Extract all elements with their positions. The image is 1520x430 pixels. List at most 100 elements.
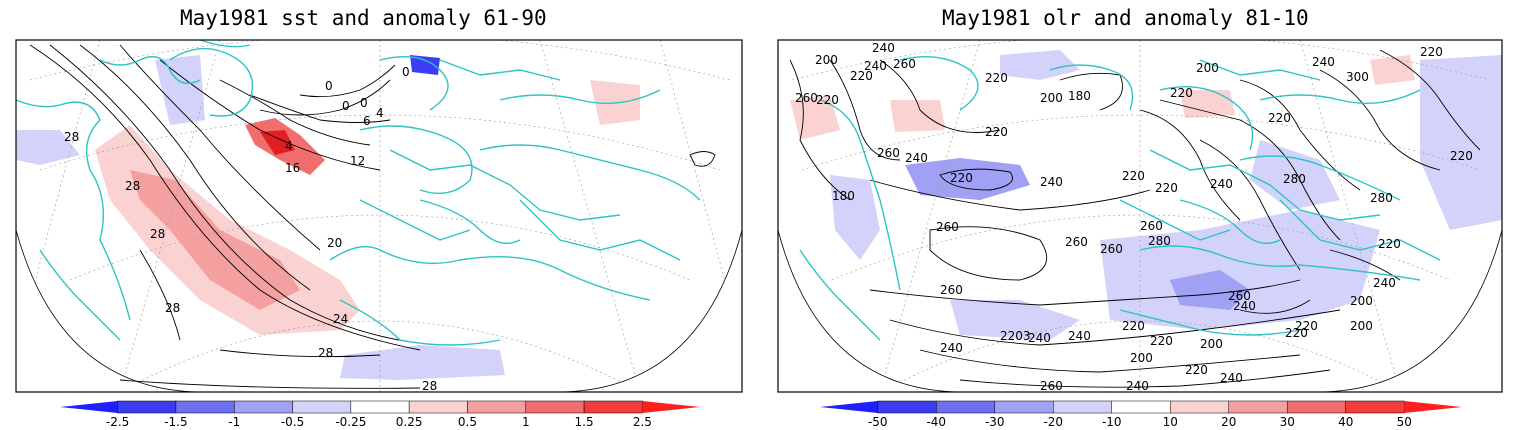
sst-cool-anomaly-nord (410, 55, 440, 75)
contour-label: 260 (1140, 219, 1163, 233)
contour-label: 220 (1450, 149, 1473, 163)
colorbar-tick-label: 1 (522, 415, 530, 429)
left-map-frame (15, 39, 743, 393)
colorbar-tick-label: 2.5 (633, 415, 652, 429)
sst-contour-labels: 0 0 0 0 4 6 4 12 16 20 28 28 28 28 24 28… (64, 65, 437, 393)
contour-label: 240 (1068, 329, 1091, 343)
contour-label: 28 (150, 227, 165, 241)
contour-label: 180 (1068, 89, 1091, 103)
contour-label: 200 (1196, 61, 1219, 75)
contour-label: 240 (940, 341, 963, 355)
contour-label: 220 (985, 125, 1008, 139)
contour-label: 240 (1040, 175, 1063, 189)
graticule (29, 40, 731, 392)
contour-label: 0 (402, 65, 410, 79)
contour-label: 4 (376, 106, 384, 120)
olr-negative-anomaly (905, 158, 1030, 200)
contour-label: 220 (1285, 326, 1308, 340)
left-panel-title: May1981 sst and anomaly 61-90 (180, 6, 547, 30)
contour-label: 260 (795, 91, 818, 105)
right-map-frame (777, 39, 1503, 393)
contour-label: 240 (1373, 276, 1396, 290)
olr-positive-anomaly (1370, 55, 1415, 85)
contour-label: 200 (1040, 91, 1063, 105)
contour-label: 240 (1220, 371, 1243, 385)
left-map: 0 0 0 0 4 6 4 12 16 20 28 28 28 28 24 28… (15, 39, 743, 393)
olr-contours (789, 49, 1481, 388)
contour-label: 220 (1420, 45, 1443, 59)
left-colorbar: -2.5 -1.5 -1 -0.5 -0.25 0.25 0.5 1 1.5 2.5 (60, 400, 700, 429)
colorbar-tick-label: -2.5 (106, 415, 129, 429)
contour-label: 220 (985, 71, 1008, 85)
contour-label: 200 (1350, 294, 1373, 308)
contour-label: 260 (936, 220, 959, 234)
colorbar-tick-label: 20 (1221, 415, 1236, 429)
contour-label: 220 (1378, 237, 1401, 251)
contour-label: 24 (333, 312, 348, 326)
colorbar-segment (117, 400, 177, 414)
contour-label: 260 (1100, 242, 1123, 256)
contour-label: 200 (1350, 319, 1373, 333)
colorbar-tick-label: 40 (1338, 415, 1353, 429)
contour-label: 220 (1155, 181, 1178, 195)
colorbar-segment (408, 400, 468, 414)
contour-label: 240 (1210, 177, 1233, 191)
contour-label: 0 (360, 96, 368, 110)
colorbar-arrow-high (642, 401, 700, 413)
contour-label: 240 (1028, 331, 1051, 345)
right-map: 240 260 200 220 240 220 260 220 180 200 … (777, 39, 1503, 393)
colorbar-segment (1286, 400, 1346, 414)
contour-label: 260 (877, 146, 900, 160)
colorbar-arrow-low (820, 401, 878, 413)
contour-label: 220 (1295, 319, 1318, 333)
coastlines (799, 55, 1441, 341)
colorbar-tick-label: -50 (868, 415, 888, 429)
sst-cool-anomaly-north (155, 55, 205, 125)
olr-negative-anomaly (1170, 270, 1250, 310)
contour-label: 260 (1228, 289, 1251, 303)
colorbar-tick-label: 30 (1280, 415, 1295, 429)
colorbar-tick-label: 0.25 (396, 415, 423, 429)
sst-hot-spot (260, 130, 295, 155)
colorbar-arrow-high (1404, 401, 1462, 413)
colorbar-tick-label: -1.5 (164, 415, 187, 429)
colorbar-segment (350, 400, 410, 414)
colorbar-segment (233, 400, 293, 414)
contour-label: 28 (318, 346, 333, 360)
contour-label: 240 (905, 151, 928, 165)
contour-label: 220 (1185, 363, 1208, 377)
contour-label: 300 (1346, 70, 1369, 84)
contour-label: 220 (1122, 319, 1145, 333)
contour-label: 260 (893, 57, 916, 71)
contour-label: 280 (1283, 172, 1306, 186)
colorbar-tick-label: -40 (926, 415, 946, 429)
colorbar-tick-label: -20 (1043, 415, 1063, 429)
contour-label: 6 (363, 114, 371, 128)
colorbar-segment (1169, 400, 1229, 414)
olr-negative-anomaly (1000, 50, 1080, 80)
contour-label: 28 (422, 379, 437, 393)
contour-label: 220 (950, 171, 973, 185)
contour-label: 260 (1065, 235, 1088, 249)
colorbar-tick-label: 50 (1397, 415, 1412, 429)
colorbar-tick-label: 1.5 (575, 415, 594, 429)
colorbar-tick-label: -30 (985, 415, 1005, 429)
contour-label: 0 (325, 79, 333, 93)
colorbar-segment (583, 400, 643, 414)
olr-negative-anomaly (950, 300, 1080, 340)
contour-label: 180 (832, 189, 855, 203)
contour-label: 240 (864, 59, 887, 73)
contour-label: 28 (125, 179, 140, 193)
contour-label: 220 (1268, 111, 1291, 125)
contour-label: 12 (350, 154, 365, 168)
contour-label: 200 (1130, 351, 1153, 365)
contour-label: 4 (285, 139, 293, 153)
olr-negative-anomaly (1250, 140, 1340, 210)
contour-label: 220 (816, 93, 839, 107)
contour-label: 220 (1150, 334, 1173, 348)
colorbar-tick-label: -0.5 (281, 415, 304, 429)
coastlines (16, 40, 701, 346)
contour-label: 240 (1312, 55, 1335, 69)
contour-label: 280 (1370, 191, 1393, 205)
